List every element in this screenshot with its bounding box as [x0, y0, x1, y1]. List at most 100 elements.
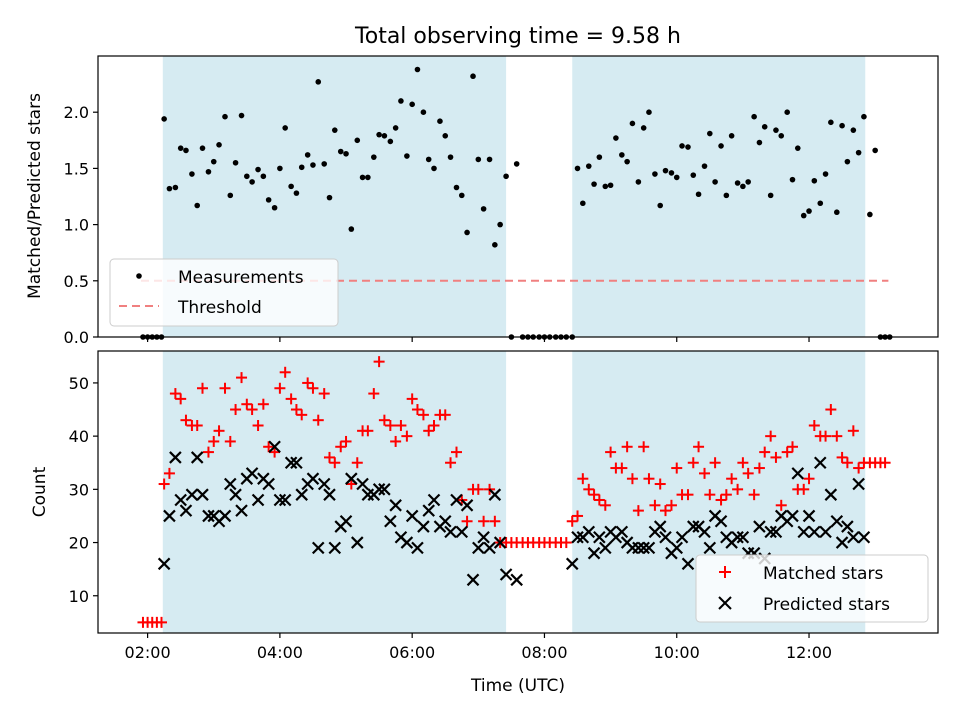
y-tick-label: 40 [69, 427, 89, 446]
measurement-point [161, 116, 167, 122]
predicted-star-point [235, 504, 248, 517]
matched-star-point [158, 478, 170, 490]
measurement-point [464, 229, 470, 236]
predicted-star-point [615, 525, 629, 539]
matched-star-point [593, 494, 605, 506]
matched-star-point [753, 462, 765, 474]
measurement-point [855, 149, 862, 156]
predicted-star-point [427, 493, 441, 507]
measurement-point [177, 145, 184, 151]
measurement-point [437, 118, 443, 124]
predicted-star-point [306, 472, 320, 485]
measurement-point [238, 112, 245, 119]
predicted-star-point [190, 451, 204, 464]
measurement-point [331, 127, 338, 133]
matched-star-point [621, 441, 633, 453]
matched-star-point [831, 430, 843, 442]
matched-star-point [605, 446, 617, 458]
predicted-star-point [328, 541, 342, 555]
measurement-point [646, 109, 652, 115]
measurement-point [834, 209, 840, 216]
chart-title: Total observing time = 9.58 h [354, 24, 681, 49]
matched-star-point [180, 414, 192, 426]
matched-star-point [726, 473, 738, 485]
predicted-star-point [637, 541, 650, 555]
measurement-point [255, 166, 261, 173]
measurement-point [458, 192, 465, 199]
measurement-point [447, 154, 454, 160]
top-panel: 0.00.51.01.52.0 Matched/Predicted stars … [25, 55, 939, 347]
predicted-star-point [229, 488, 242, 501]
matched-star-point [472, 483, 484, 495]
matched-star-point [236, 372, 248, 384]
bottom-matched-points [137, 356, 891, 628]
predicted-star-point [311, 541, 325, 555]
measurement-point [293, 190, 300, 196]
matched-star-point [155, 616, 167, 628]
x-tick-label: 02:00 [125, 643, 171, 662]
measurement-point [734, 180, 741, 186]
measurement-point [806, 208, 812, 214]
predicted-star-point [323, 488, 336, 501]
matched-star-point [252, 419, 264, 431]
matched-star-point [699, 467, 711, 479]
matched-star-point [704, 489, 716, 501]
predicted-star-point [632, 541, 645, 555]
measurement-point [635, 179, 642, 185]
measurement-point [839, 122, 845, 129]
matched-star-point [853, 462, 865, 474]
predicted-star-point [169, 451, 182, 464]
measurement-point [199, 145, 206, 151]
predicted-star-point [835, 536, 849, 549]
predicted-star-point [350, 536, 364, 549]
measurement-point [662, 167, 669, 174]
measurement-point [486, 156, 493, 163]
predicted-star-point [736, 530, 750, 544]
predicted-star-point [157, 557, 171, 571]
measurement-point [189, 171, 195, 177]
measurement-point [210, 158, 217, 165]
predicted-star-point [174, 493, 187, 507]
predicted-star-point [510, 573, 523, 587]
measurement-point [723, 192, 730, 199]
measurement-point [315, 79, 322, 85]
predicted-star-point [438, 514, 452, 528]
measurement-point [751, 113, 757, 120]
measurement-point [695, 191, 702, 198]
measurement-point [652, 171, 658, 177]
y-tick-label: 10 [69, 587, 89, 606]
matched-star-point [290, 404, 302, 416]
measurement-point [861, 113, 867, 120]
predicted-star-point [764, 525, 777, 539]
matched-star-point [461, 515, 473, 527]
y-tick-label: 20 [69, 534, 89, 553]
legend-label-predicted-stars: Predicted stars [763, 595, 890, 615]
measurement-point [392, 125, 399, 131]
legend-marker-measurements [136, 273, 142, 279]
matched-star-point [169, 388, 181, 400]
matched-star-point [748, 489, 760, 501]
matched-star-point [241, 398, 253, 410]
measurement-point [817, 200, 824, 207]
matched-star-point [588, 489, 600, 501]
measurement-point [679, 143, 685, 149]
legend-label-matched-stars: Matched stars [763, 564, 883, 584]
measurement-point [668, 170, 675, 176]
measurement-point [166, 185, 173, 192]
predicted-star-point [493, 536, 507, 549]
measurement-point [425, 156, 432, 163]
measurement-point [232, 159, 239, 166]
matched-star-point [384, 419, 396, 431]
measurement-point [574, 165, 581, 172]
measurement-point [475, 156, 482, 163]
predicted-star-point [372, 483, 386, 496]
measurement-point [828, 119, 834, 126]
matched-star-point [450, 446, 462, 458]
predicted-star-point [675, 530, 689, 544]
predicted-star-point [356, 477, 369, 491]
predicted-star-point [460, 499, 474, 512]
measurement-point [304, 152, 311, 158]
measurement-point [337, 148, 344, 155]
top-axes-frame [97, 55, 939, 338]
predicted-star-point [731, 530, 744, 544]
